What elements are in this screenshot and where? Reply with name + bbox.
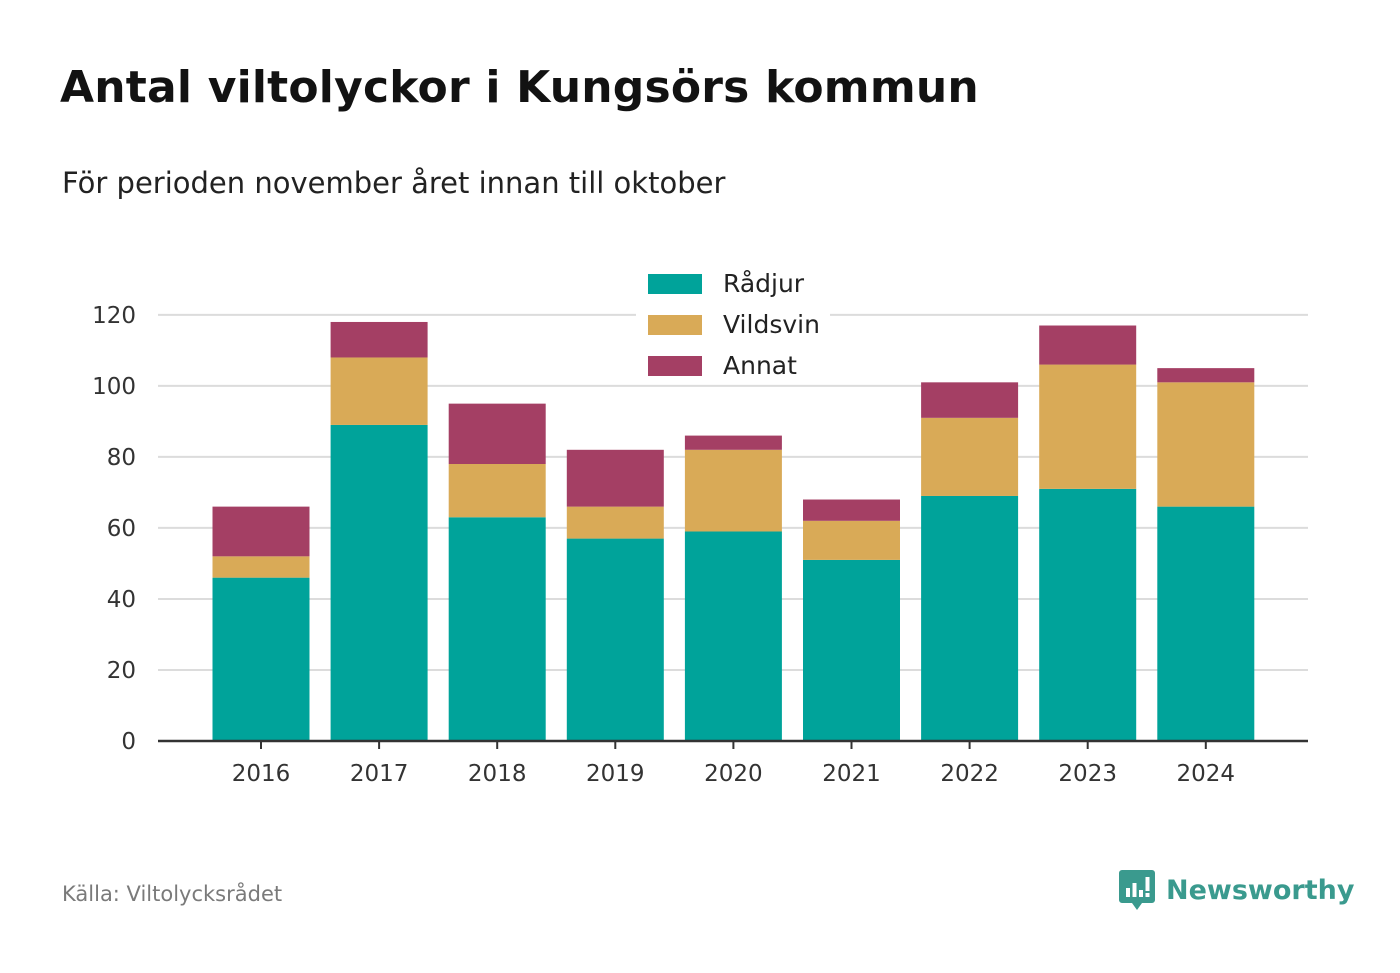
- x-tick-label-2021: 2021: [822, 761, 881, 787]
- bar-2022-vildsvin: [921, 417, 1019, 496]
- bar-2024-vildsvin: [1157, 382, 1255, 507]
- x-tick-label-2022: 2022: [940, 761, 999, 787]
- bar-2020-rådjur: [684, 531, 782, 741]
- bar-2017-vildsvin: [330, 357, 428, 425]
- y-tick-label-0: 0: [121, 729, 136, 755]
- bar-2023-vildsvin: [1039, 364, 1137, 489]
- legend-label-rådjur: Rådjur: [723, 269, 805, 298]
- y-tick-label-40: 40: [107, 587, 136, 613]
- bar-2018-vildsvin: [448, 464, 546, 518]
- y-tick-label-80: 80: [107, 445, 136, 471]
- bar-2016-rådjur: [212, 577, 310, 741]
- bar-2016-vildsvin: [212, 556, 310, 578]
- y-tick-label-60: 60: [107, 516, 136, 542]
- bar-2023-rådjur: [1039, 488, 1137, 741]
- brand-logo: Newsworthy: [1118, 868, 1354, 912]
- legend-label-vildsvin: Vildsvin: [723, 310, 820, 339]
- x-tick-label-2018: 2018: [468, 761, 527, 787]
- chart-subtitle: För perioden november året innan till ok…: [62, 166, 726, 200]
- bar-2022-annat: [921, 382, 1019, 418]
- x-tick-label-2023: 2023: [1058, 761, 1117, 787]
- legend-label-annat: Annat: [723, 351, 797, 380]
- bar-2024-annat: [1157, 368, 1255, 383]
- bar-2021-vildsvin: [803, 520, 900, 560]
- source-note: Källa: Viltolycksrådet: [62, 882, 283, 906]
- x-tick-label-2016: 2016: [232, 761, 291, 787]
- bar-2020-vildsvin: [684, 449, 782, 532]
- legend-swatch-vildsvin: [648, 315, 702, 335]
- bar-2017-annat: [330, 321, 428, 358]
- bar-2019-rådjur: [566, 538, 664, 741]
- bar-2023-annat: [1039, 325, 1137, 365]
- bar-2019-vildsvin: [566, 506, 664, 539]
- brand-name: Newsworthy: [1166, 874, 1355, 906]
- bar-2017-rådjur: [330, 424, 428, 741]
- bar-2016-annat: [212, 506, 310, 557]
- x-tick-label-2024: 2024: [1177, 761, 1236, 787]
- bar-2019-annat: [566, 449, 664, 507]
- y-tick-label-100: 100: [92, 374, 136, 400]
- chart-title: Antal viltolyckor i Kungsörs kommun: [60, 62, 979, 113]
- x-tick-label-2020: 2020: [704, 761, 763, 787]
- bar-2024-rådjur: [1157, 506, 1255, 741]
- newsworthy-logo-icon: [1119, 870, 1155, 910]
- y-tick-label-120: 120: [92, 303, 136, 329]
- bar-2021-annat: [803, 499, 900, 521]
- bar-2018-annat: [448, 403, 546, 465]
- bar-2022-rådjur: [921, 495, 1019, 741]
- bar-2021-rådjur: [803, 559, 900, 741]
- bar-2018-rådjur: [448, 517, 546, 741]
- y-tick-label-20: 20: [107, 658, 136, 684]
- x-tick-label-2017: 2017: [350, 761, 409, 787]
- x-tick-label-2019: 2019: [586, 761, 645, 787]
- legend-swatch-rådjur: [648, 274, 702, 294]
- legend-swatch-annat: [648, 356, 702, 376]
- bar-2020-annat: [684, 435, 782, 450]
